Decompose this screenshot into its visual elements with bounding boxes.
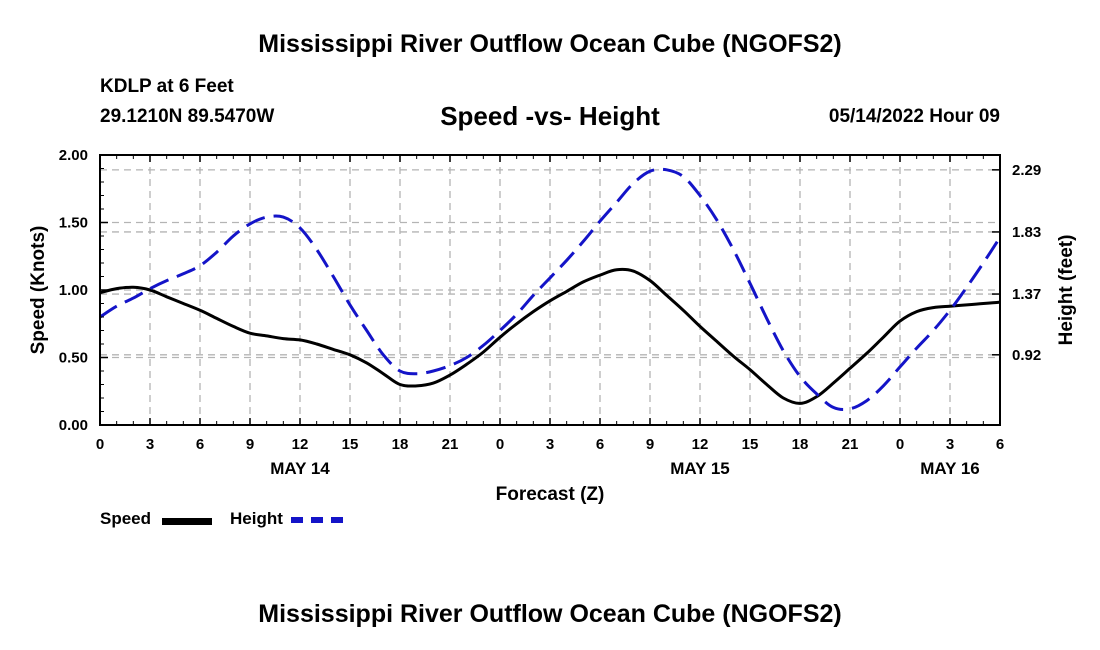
x-tick-label: 3 [546,436,554,453]
y-right-tick-label: 0.92 [1012,347,1041,364]
x-tick-label: 18 [792,436,809,453]
station-label: KDLP at 6 Feet [100,76,234,97]
x-tick-label: 6 [196,436,204,453]
chart-title: Mississippi River Outflow Ocean Cube (NG… [258,30,842,58]
x-tick-label: 15 [342,436,359,453]
series-layer [99,167,1002,411]
speed-series-line [99,267,1001,405]
x-tick-label: 3 [146,436,154,453]
x-tick-label: 12 [292,436,309,453]
y-left-tick-label: 2.00 [59,147,88,164]
y-axis-left-label: Speed (Knots) [28,226,49,355]
x-tick-label: 18 [392,436,409,453]
chart-subtitle: Speed -vs- Height [440,101,660,131]
x-tick-label: 9 [646,436,654,453]
x-tick-label: 6 [996,436,1004,453]
date-label: MAY 15 [670,459,730,478]
x-tick-label: 3 [946,436,954,453]
x-tick-label: 0 [496,436,504,453]
forecast-datetime: 05/14/2022 Hour 09 [828,106,1000,127]
x-axis-label: Forecast (Z) [496,484,605,505]
legend-speed-swatch [162,518,212,525]
x-tick-label: 12 [692,436,709,453]
x-tick-label: 0 [96,436,104,453]
legend-speed-label: Speed [100,509,152,528]
x-tick-label: 0 [896,436,904,453]
x-tick-label: 9 [246,436,254,453]
x-tick-label: 6 [596,436,604,453]
legend-height-swatch [291,517,343,523]
grid [100,155,1000,425]
y-axis-right-label: Height (feet) [1056,235,1077,346]
y-right-tick-label: 2.29 [1012,162,1041,179]
date-label: MAY 16 [920,459,980,478]
y-left-tick-label: 1.00 [59,282,88,299]
date-label: MAY 14 [270,459,330,478]
y-right-tick-label: 1.83 [1012,224,1041,241]
y-right-tick-label: 1.37 [1012,286,1041,303]
legend-height-label: Height [230,509,283,528]
coordinates-label: 29.1210N 89.5470W [100,106,275,127]
axes-layer: 0 3 6 9 12 15 18 21 0 3 6 9 12 15 18 21 0 3 6 MAY 14 MAY 15 M… [59,147,1041,478]
x-tick-label: 21 [842,436,859,453]
x-tick-label: 21 [442,436,459,453]
y-left-tick-label: 0.00 [59,417,88,434]
footer-title: Mississippi River Outflow Ocean Cube (NG… [258,600,842,628]
height-series-line [99,167,1002,411]
x-tick-label: 15 [742,436,759,453]
y-left-tick-label: 0.50 [59,350,88,367]
y-left-tick-label: 1.50 [59,215,88,232]
